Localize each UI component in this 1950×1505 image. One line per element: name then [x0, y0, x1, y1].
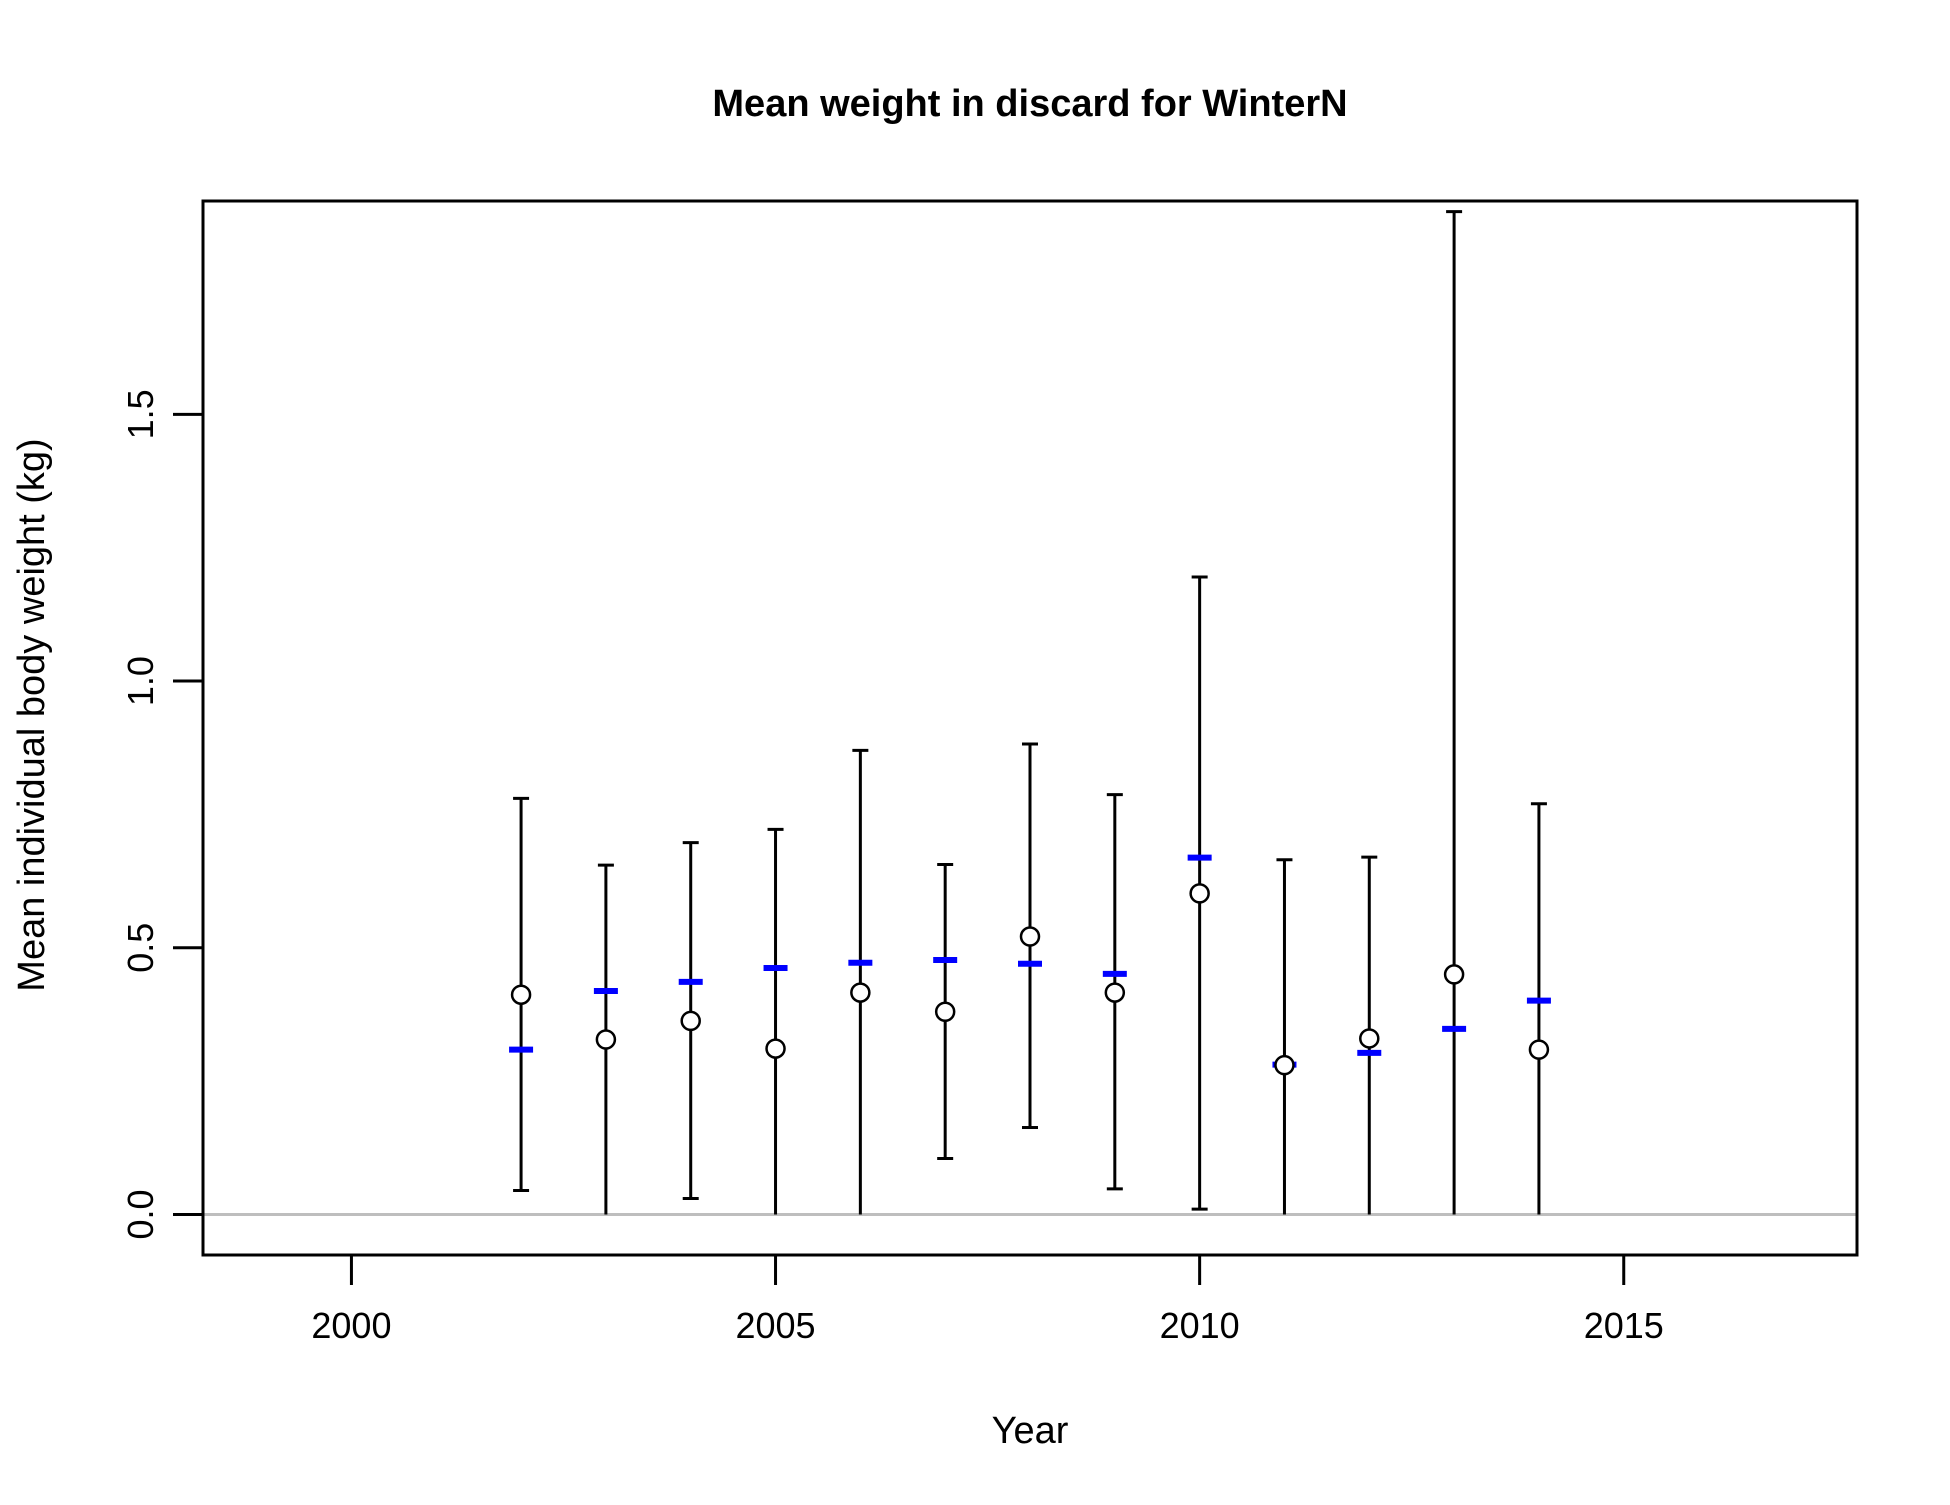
observed-point	[680, 1010, 701, 1032]
observed-point	[1528, 1039, 1550, 1060]
observed-point	[1359, 1028, 1380, 1049]
observed-point	[1274, 1054, 1295, 1076]
x-tick-label: 2015	[1584, 1305, 1664, 1346]
x-tick-label: 2000	[311, 1305, 391, 1346]
observed-point	[510, 984, 532, 1005]
y-tick-label: 0.0	[120, 1189, 161, 1239]
observed-point	[850, 982, 871, 1003]
observed-point	[595, 1029, 617, 1050]
observed-point	[1189, 883, 1210, 904]
y-tick-label: 1.5	[120, 389, 161, 439]
observed-point	[1443, 964, 1465, 985]
chart-title: Mean weight in discard for WinterN	[712, 83, 1347, 125]
x-axis-label: Year	[992, 1410, 1069, 1452]
y-tick-label: 1.0	[120, 656, 161, 706]
plot-frame	[201, 199, 1859, 1257]
y-axis: 0.0 0.5 1.0 1.5	[120, 389, 203, 1239]
observed-point	[1104, 982, 1126, 1003]
x-tick-label: 2005	[735, 1305, 815, 1346]
error-bars	[513, 210, 1547, 1215]
y-tick-label: 0.5	[120, 923, 161, 973]
observed-point	[765, 1038, 786, 1059]
x-tick-label: 2010	[1160, 1305, 1240, 1346]
y-axis-label: Mean individual body weight (kg)	[11, 438, 53, 991]
observed-point	[1019, 926, 1041, 947]
observed-point	[934, 1001, 956, 1023]
observed-points	[510, 883, 1550, 1076]
x-axis: 2000 2005 2010 2015	[311, 1255, 1664, 1346]
